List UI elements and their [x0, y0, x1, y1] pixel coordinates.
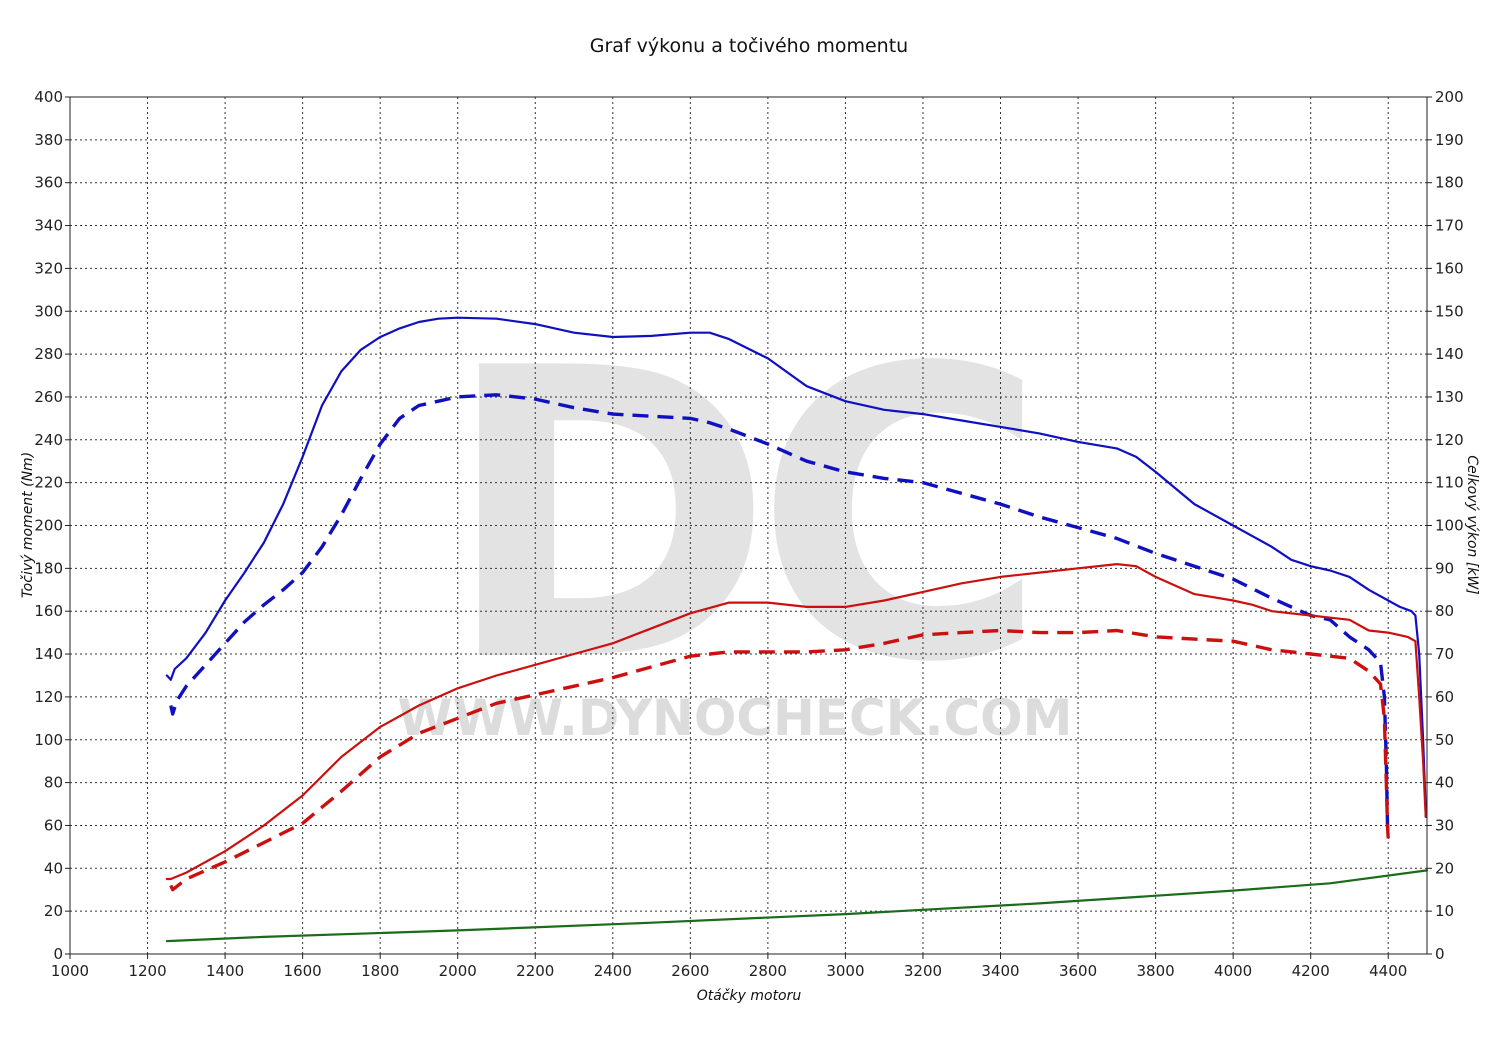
y-left-axis-ticks: 0 20 40 60 80 100 120 140 160 180 200 220 240 260 280 3…	[34, 88, 70, 963]
y-right-tick-label: 50	[1435, 731, 1454, 749]
x-tick-label: 2200	[516, 962, 554, 980]
series-group	[165, 316, 1429, 943]
y-right-tick-label: 60	[1435, 688, 1454, 706]
y-left-tick-label: 200	[34, 517, 63, 535]
y-left-tick-label: 40	[44, 859, 63, 877]
y-right-tick-label: 70	[1435, 645, 1454, 663]
x-tick-label: 1800	[361, 962, 399, 980]
y-left-tick-label: 360	[34, 174, 63, 192]
loss-line	[165, 869, 1429, 943]
y-left-tick-label: 140	[34, 645, 63, 663]
y-right-tick-label: 80	[1435, 602, 1454, 620]
power-stock-line	[169, 628, 1390, 892]
y-left-tick-label: 260	[34, 388, 63, 406]
y-right-tick-label: 10	[1435, 902, 1454, 920]
watermark: DC WWW.DYNOCHECK.COM	[398, 285, 1073, 750]
y-left-tick-label: 320	[34, 259, 63, 277]
torque-tuned-line	[165, 316, 1427, 818]
y-left-tick-label: 280	[34, 345, 63, 363]
y-right-tick-label: 40	[1435, 774, 1454, 792]
y-right-tick-label: 160	[1435, 259, 1464, 277]
x-tick-label: 2600	[671, 962, 709, 980]
y-right-tick-label: 180	[1435, 174, 1464, 192]
y-right-tick-label: 140	[1435, 345, 1464, 363]
x-tick-label: 3200	[904, 962, 942, 980]
x-tick-label: 3600	[1059, 962, 1097, 980]
watermark-logo: DC	[442, 285, 1028, 750]
y-right-axis-ticks: 0 10 20 30 40 50 60 70 80 90 100 110 120 130 140 150 160…	[1427, 88, 1464, 963]
x-tick-label: 1000	[51, 962, 89, 980]
x-axis-label: Otáčky motoru	[697, 988, 802, 1004]
y-left-axis-label: Točivý moment (Nm)	[20, 452, 36, 598]
x-tick-label: 4400	[1369, 962, 1407, 980]
y-left-tick-label: 120	[34, 688, 63, 706]
y-right-tick-label: 110	[1435, 474, 1464, 492]
x-tick-label: 3400	[981, 962, 1019, 980]
x-tick-label: 2800	[749, 962, 787, 980]
y-left-tick-label: 400	[34, 88, 63, 106]
y-left-tick-label: 20	[44, 902, 63, 920]
y-left-tick-label: 340	[34, 217, 63, 235]
watermark-text: WWW.DYNOCHECK.COM	[398, 689, 1073, 747]
y-right-tick-label: 30	[1435, 816, 1454, 834]
x-tick-label: 1200	[128, 962, 166, 980]
chart-title: Graf výkonu a točivého momentu	[590, 35, 908, 57]
y-left-tick-label: 300	[34, 302, 63, 320]
x-tick-label: 3800	[1137, 962, 1175, 980]
y-right-tick-label: 100	[1435, 517, 1464, 535]
y-left-tick-label: 60	[44, 816, 63, 834]
y-left-tick-label: 160	[34, 602, 63, 620]
y-left-tick-label: 240	[34, 431, 63, 449]
y-right-tick-label: 130	[1435, 388, 1464, 406]
x-axis-ticks: 1000 1200 1400 1600 1800 2000 2200 2400 2600 2800…	[51, 954, 1407, 980]
y-left-tick-label: 80	[44, 774, 63, 792]
y-right-tick-label: 0	[1435, 945, 1445, 963]
x-tick-label: 1400	[206, 962, 244, 980]
y-right-tick-label: 190	[1435, 131, 1464, 149]
x-tick-label: 4000	[1214, 962, 1252, 980]
y-left-tick-label: 100	[34, 731, 63, 749]
power-tuned-line	[165, 563, 1427, 881]
y-right-axis-label: Celkový výkon [kW]	[1464, 455, 1480, 594]
x-tick-label: 1600	[284, 962, 322, 980]
y-right-tick-label: 120	[1435, 431, 1464, 449]
x-tick-label: 4200	[1292, 962, 1330, 980]
y-right-tick-label: 20	[1435, 859, 1454, 877]
y-right-tick-label: 90	[1435, 559, 1454, 577]
y-left-tick-label: 180	[34, 559, 63, 577]
x-tick-label: 3000	[826, 962, 864, 980]
y-left-tick-label: 0	[53, 945, 63, 963]
x-tick-label: 2400	[594, 962, 632, 980]
y-left-tick-label: 380	[34, 131, 63, 149]
y-right-tick-label: 200	[1435, 88, 1464, 106]
x-tick-label: 2000	[439, 962, 477, 980]
y-right-tick-label: 150	[1435, 302, 1464, 320]
y-right-tick-label: 170	[1435, 217, 1464, 235]
y-left-tick-label: 220	[34, 474, 63, 492]
